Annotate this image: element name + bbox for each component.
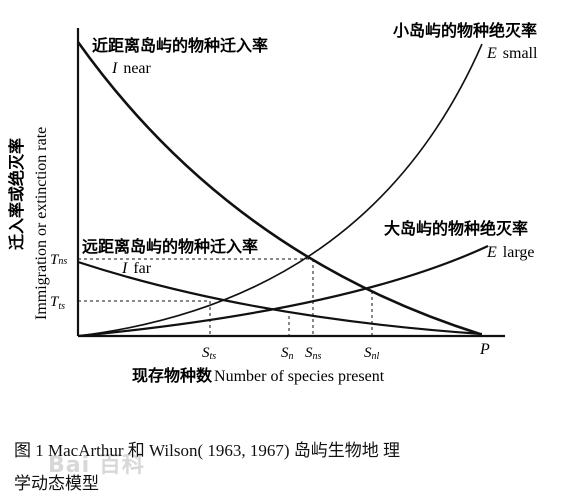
figure-caption-line2: 学动态模型 bbox=[14, 469, 99, 494]
curve-e-small bbox=[78, 44, 482, 336]
x-tick-p: P bbox=[479, 341, 490, 358]
figure-caption-line1: 图 1 MacArthur 和 Wilson( 1963, 1967) 岛屿生物… bbox=[14, 436, 400, 461]
y-axis-label-en: Immigration or extinction rate bbox=[33, 127, 50, 320]
x-tick-snl: Snl bbox=[364, 345, 380, 362]
x-tick-sts: Sts bbox=[202, 345, 216, 362]
label-e-small-cn: 小岛屿的物种绝灭率 bbox=[393, 21, 537, 40]
y-tick-tts: Tts bbox=[50, 294, 65, 312]
label-i-near-cn: 近距离岛屿的物种迁入率 bbox=[92, 36, 268, 55]
x-tick-sns: Sns bbox=[305, 345, 322, 362]
island-biogeography-diagram: 迁入率或绝灭率 Immigration or extinction rate T… bbox=[0, 0, 581, 430]
curve-i-near bbox=[78, 42, 480, 334]
x-tick-sn: Sn bbox=[281, 345, 294, 362]
y-tick-tns: Tns bbox=[50, 252, 67, 268]
label-e-large-cn: 大岛屿的物种绝灭率 bbox=[384, 219, 528, 238]
x-axis-label: 现存物种数 Number of species present bbox=[132, 366, 385, 385]
label-i-far-cn: 远距离岛屿的物种迁入率 bbox=[82, 237, 258, 256]
y-axis-label-cn: 迁入率或绝灭率 bbox=[7, 138, 26, 250]
